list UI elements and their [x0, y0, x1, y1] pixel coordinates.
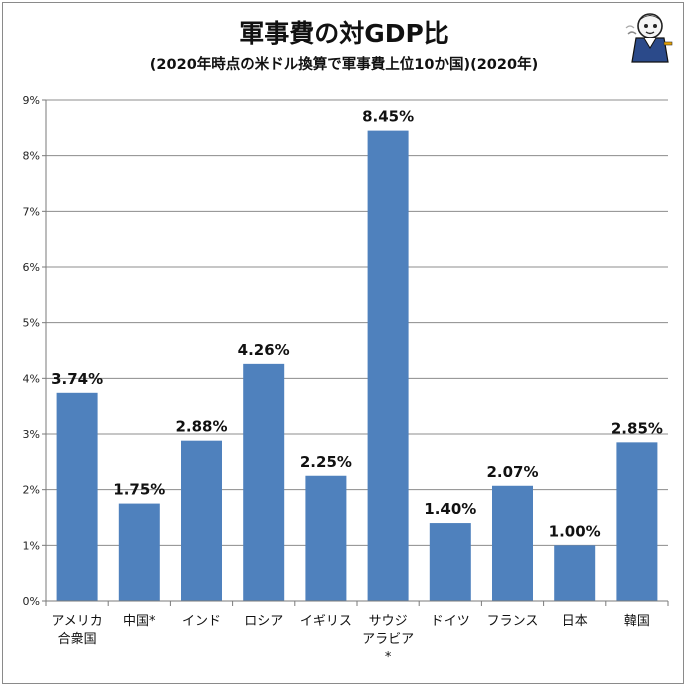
x-category-label: イギリス	[300, 614, 352, 629]
bar	[56, 392, 98, 601]
y-tick-label: 6%	[23, 261, 40, 274]
data-label: 2.88%	[175, 418, 227, 436]
x-category-label: ロシア	[244, 614, 283, 629]
bar	[616, 442, 658, 601]
x-category-label: 日本	[562, 614, 588, 629]
data-label: 1.75%	[113, 481, 165, 499]
x-category-label: ドイツ	[431, 614, 470, 629]
x-category-label: インド	[182, 614, 221, 629]
x-category-label: アラビア	[362, 632, 414, 647]
x-category-label: *	[385, 650, 392, 665]
axes	[42, 99, 669, 606]
x-category-label: フランス	[487, 614, 539, 629]
data-label: 2.85%	[611, 419, 663, 437]
y-tick-label: 5%	[23, 317, 40, 330]
y-tick-label: 7%	[23, 205, 40, 218]
data-label: 4.26%	[238, 341, 290, 359]
bar	[181, 440, 222, 601]
bar	[367, 130, 409, 601]
data-label: 2.07%	[486, 463, 538, 481]
x-category-label: アメリカ	[51, 614, 102, 629]
bar	[554, 545, 596, 601]
y-tick-label: 3%	[23, 428, 40, 441]
x-category-label: 中国*	[123, 614, 156, 629]
y-tick-label: 1%	[23, 539, 40, 552]
x-category-label: サウジ	[369, 614, 408, 629]
bar	[243, 363, 285, 601]
x-category-label: 韓国	[624, 614, 650, 629]
data-label: 8.45%	[362, 108, 414, 126]
bar	[429, 523, 471, 601]
x-category-label: 合衆国	[58, 631, 97, 647]
bar	[305, 475, 347, 601]
mascot-logo	[625, 13, 673, 63]
bar	[492, 485, 533, 601]
data-label: 3.74%	[51, 370, 103, 388]
y-tick-label: 9%	[23, 94, 40, 107]
data-label: 2.25%	[300, 453, 352, 471]
y-tick-label: 8%	[23, 150, 40, 163]
chart-subtitle: (2020年時点の米ドル換算で軍事費上位10か国)(2020年)	[149, 57, 539, 73]
y-tick-label: 4%	[23, 372, 40, 385]
chart-title: 軍事費の対GDP比	[239, 19, 449, 48]
y-tick-label: 0%	[23, 595, 40, 608]
data-label: 1.40%	[424, 500, 476, 518]
bars	[56, 130, 658, 601]
data-label: 1.00%	[549, 522, 601, 540]
gridlines	[46, 99, 668, 546]
y-tick-label: 2%	[23, 484, 40, 497]
bar	[118, 503, 160, 601]
